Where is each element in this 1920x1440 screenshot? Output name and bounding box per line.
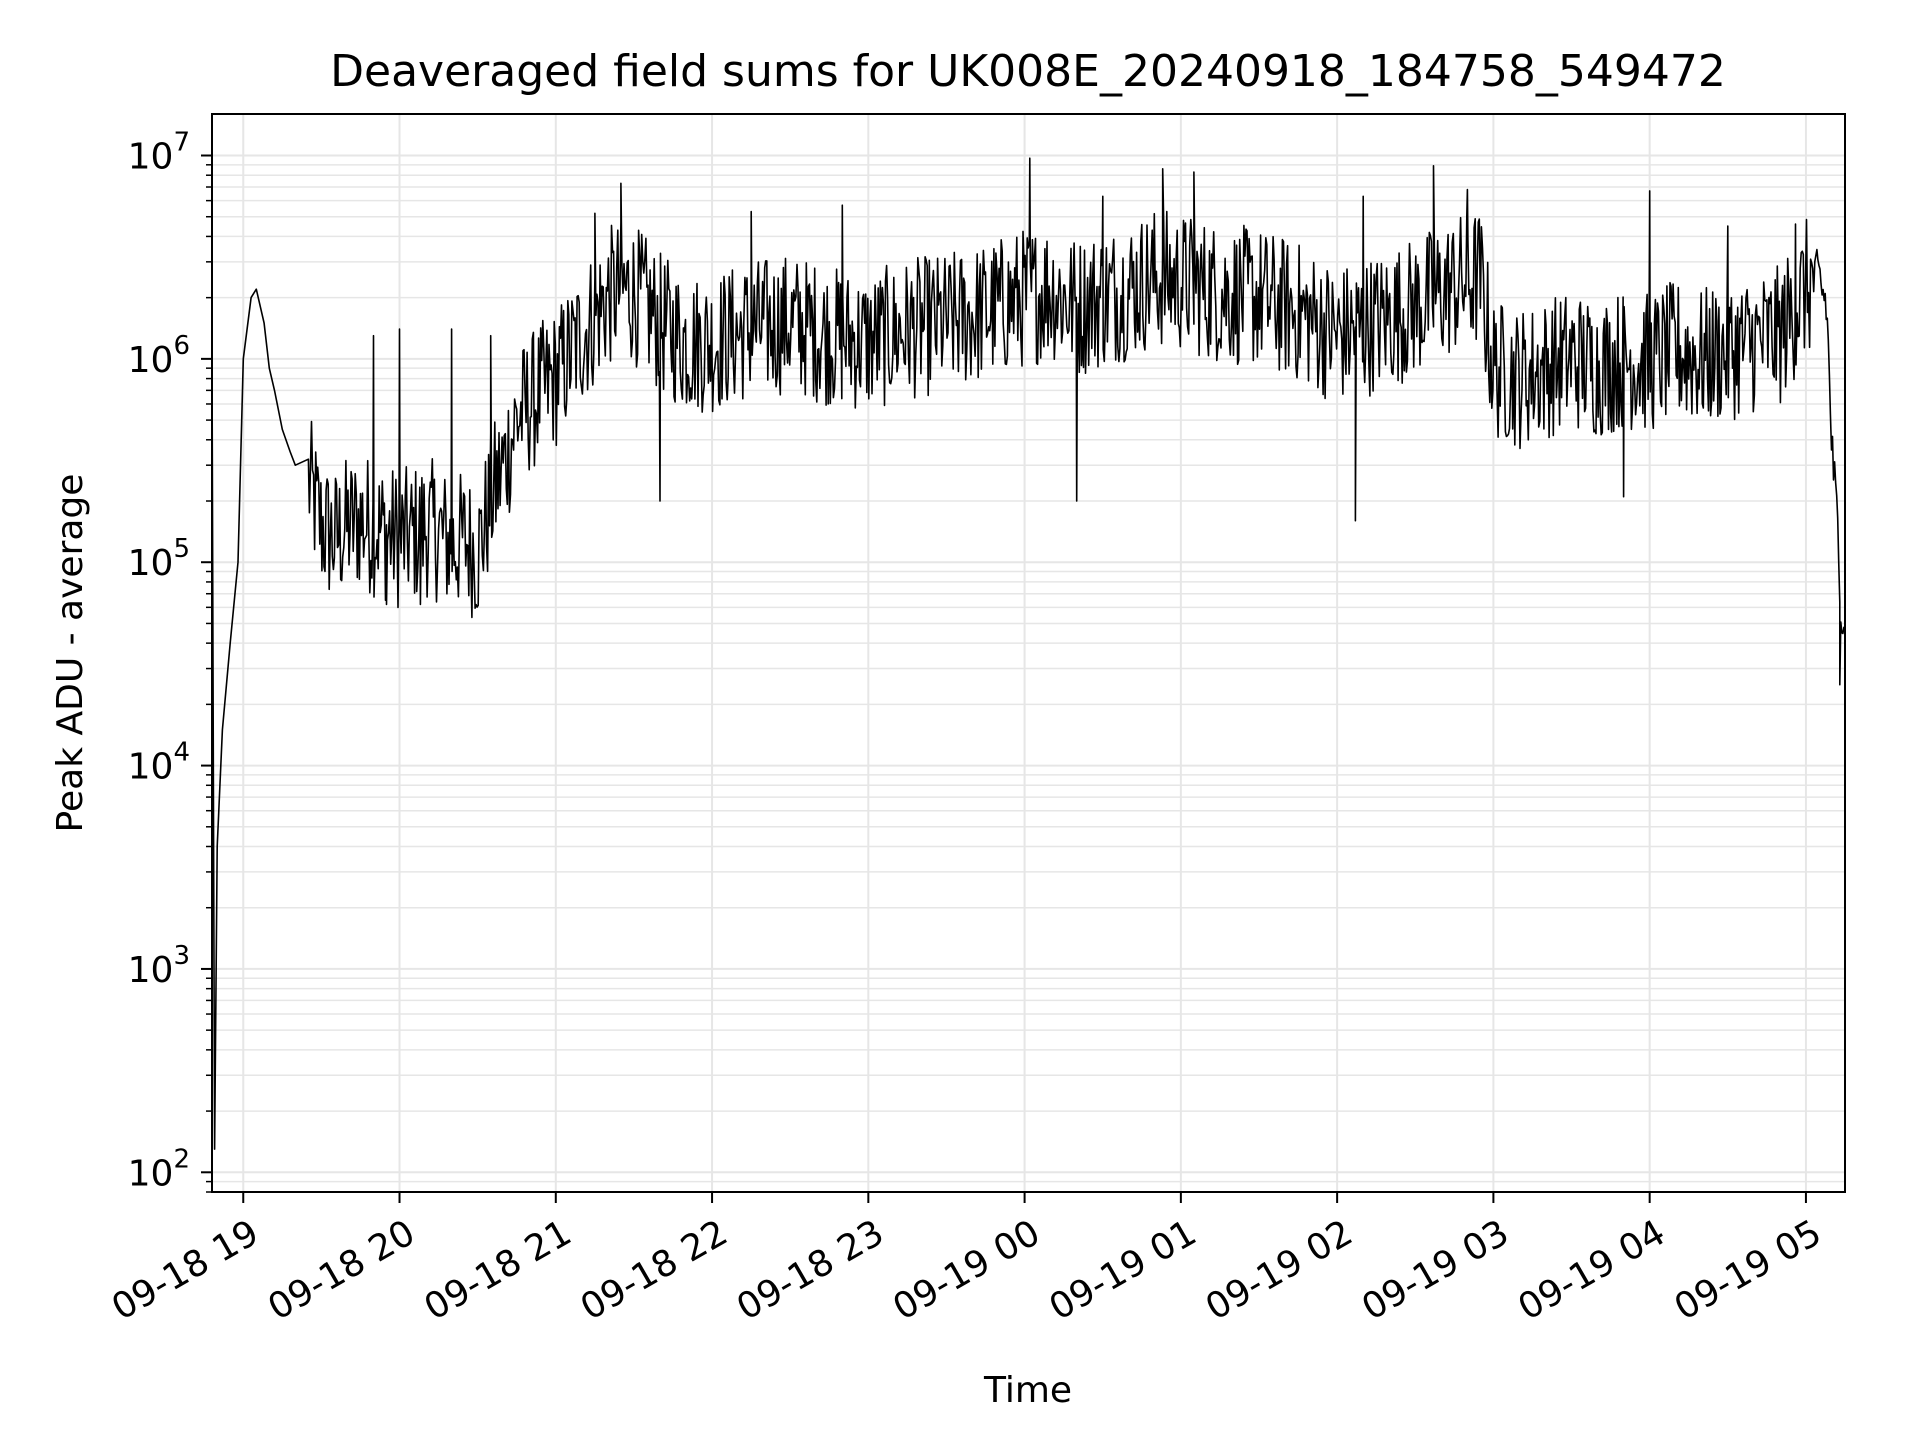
y-tick-label: 104 xyxy=(128,738,190,788)
plot-area-frame xyxy=(211,113,1846,1193)
y-axis: 102 103 104 105 106 107 xyxy=(128,128,212,1194)
y-tick-label: 105 xyxy=(128,534,190,584)
y-tick-label: 103 xyxy=(128,941,190,991)
chart-title: Deaveraged field sums for UK008E_2024091… xyxy=(330,46,1726,97)
y-axis-label: Peak ADU - average xyxy=(50,474,91,833)
series-line-layer xyxy=(211,157,1845,1150)
y-tick-label: 106 xyxy=(128,331,190,381)
y-tick-label: 107 xyxy=(128,128,190,178)
y-tick-label: 102 xyxy=(128,1144,190,1194)
series-line xyxy=(211,157,1845,1150)
x-axis-label: Time xyxy=(983,1370,1072,1411)
